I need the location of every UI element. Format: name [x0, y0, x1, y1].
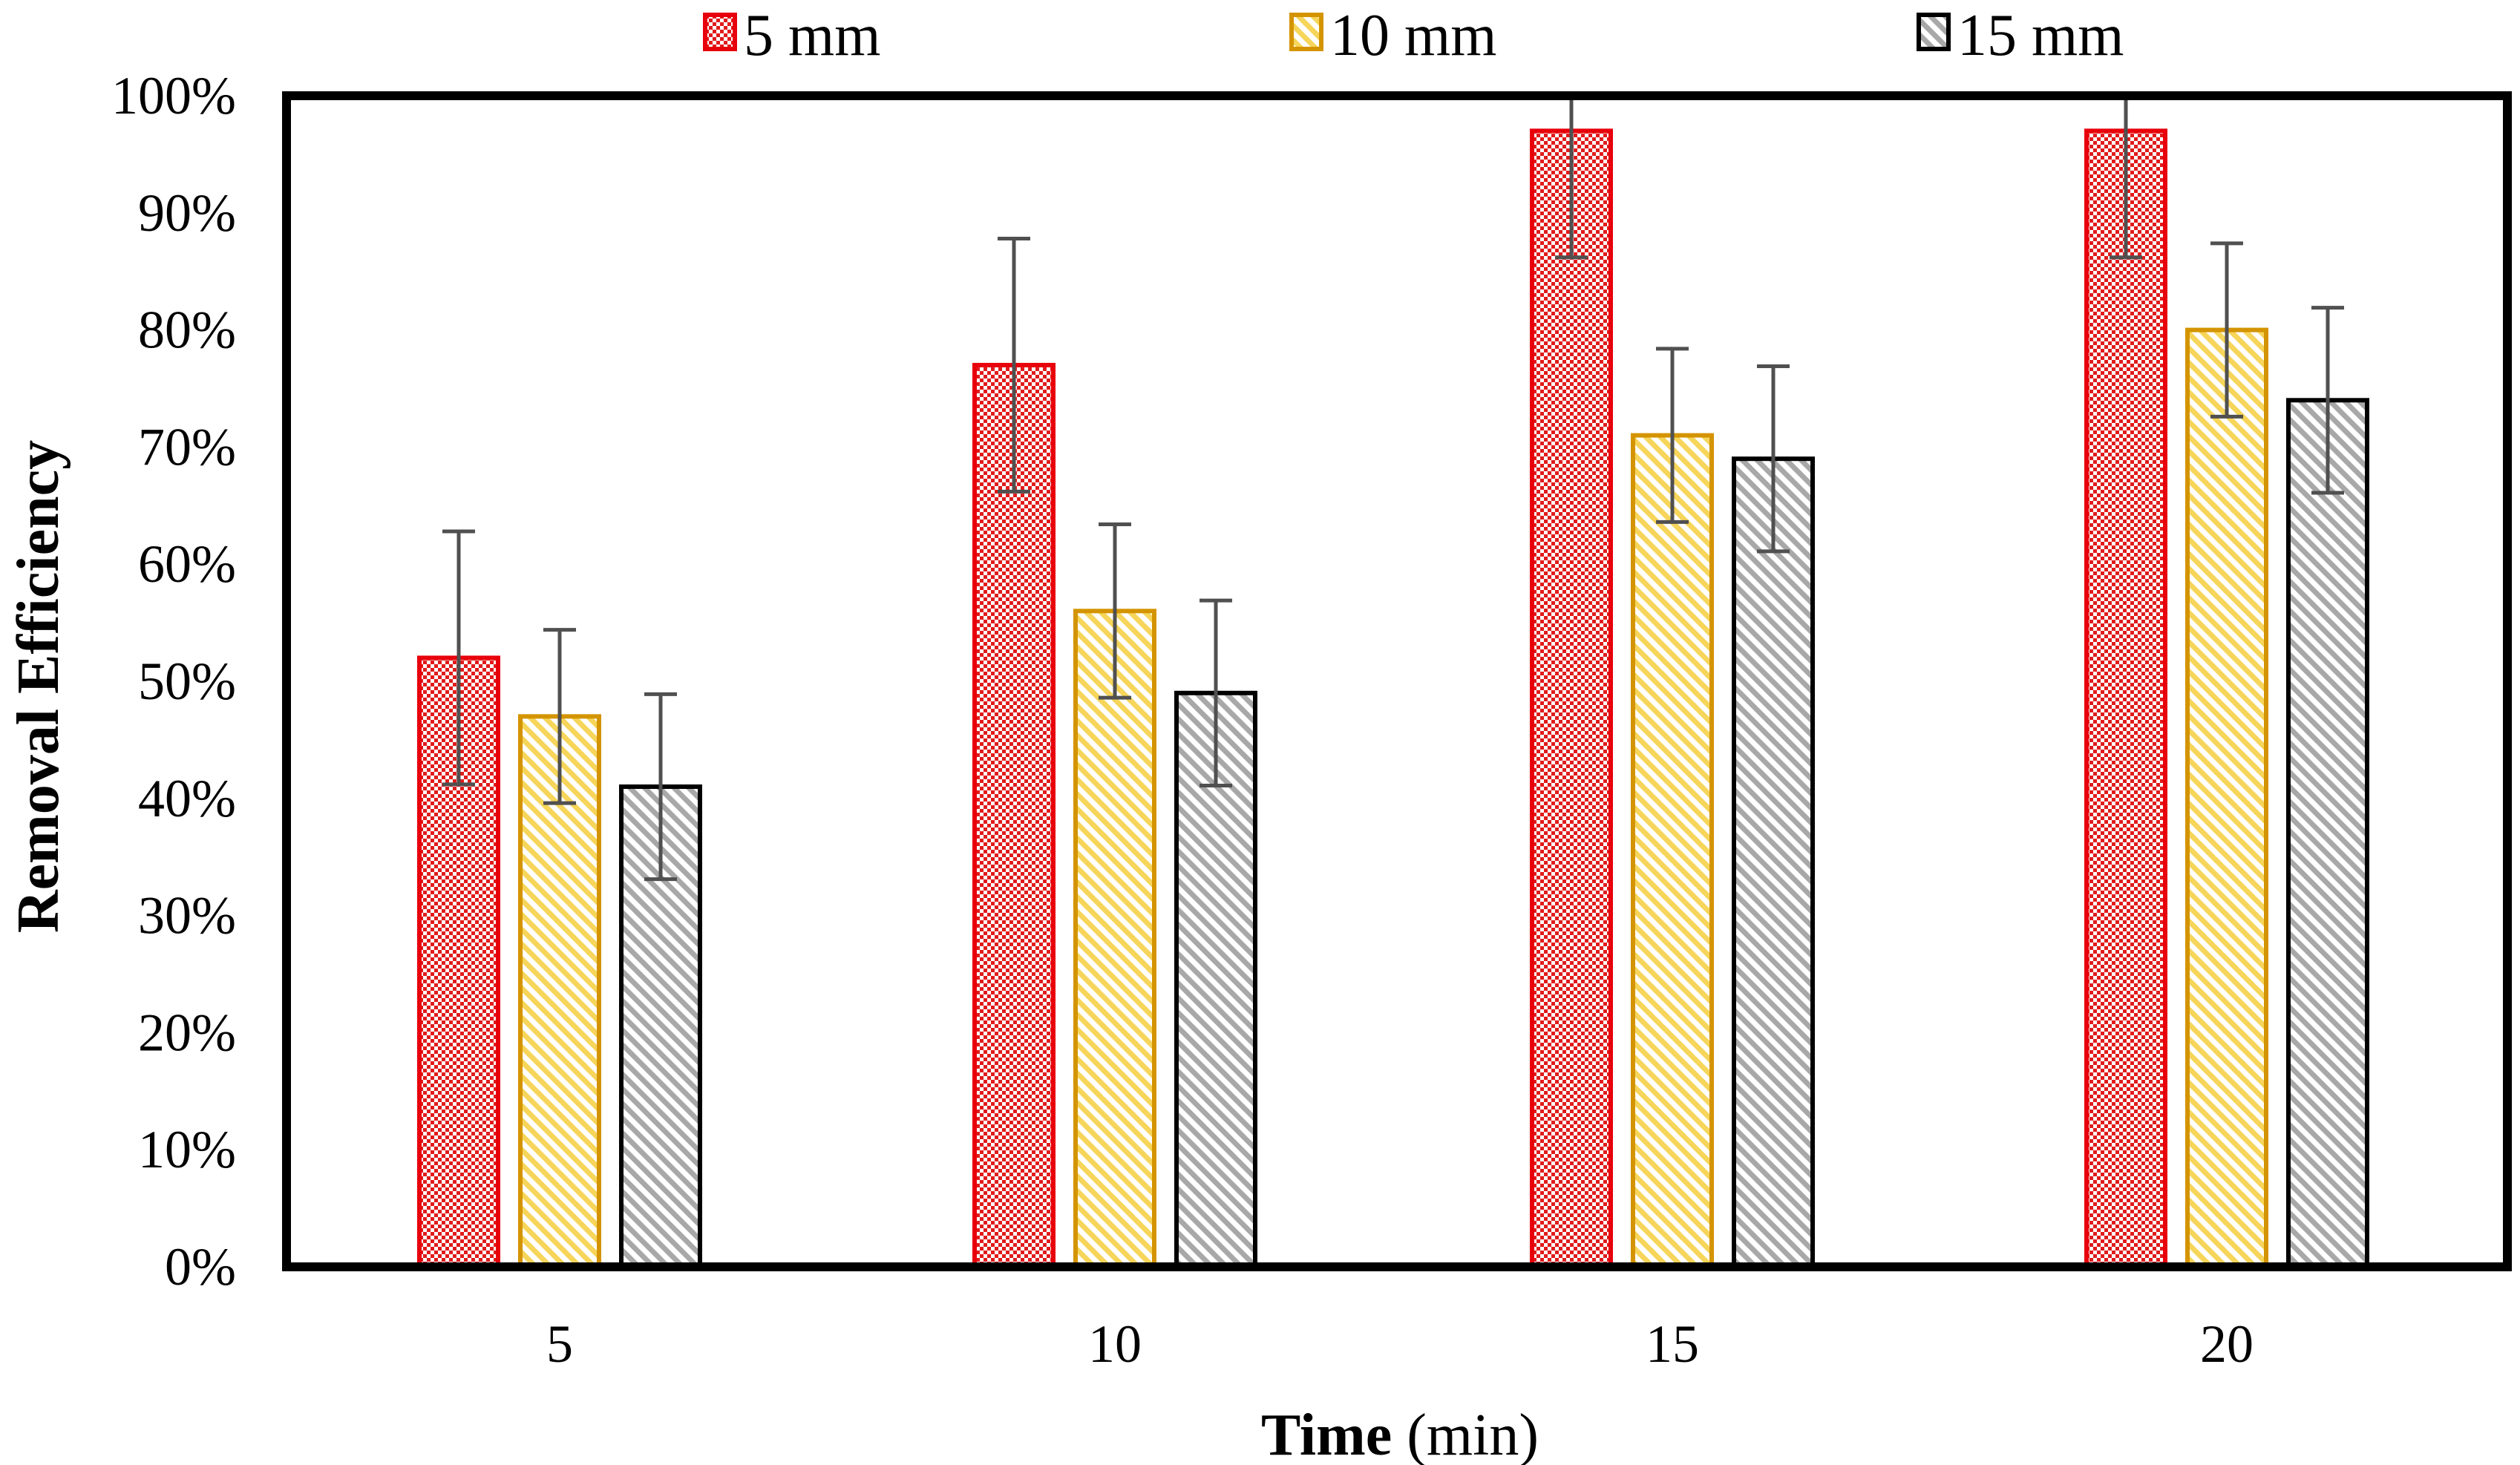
x-axis-ticks: 5 10 15 20: [546, 1314, 2254, 1374]
legend-label-5mm: 5 mm: [744, 3, 880, 68]
legend: 5 mm 10 mm 15 mm: [703, 3, 2124, 68]
legend-item-10mm: 10 mm: [1289, 3, 1496, 68]
error-bar-15mm-10: [1200, 598, 1232, 787]
y-tick-label: 0%: [165, 1237, 236, 1297]
y-tick-label: 70%: [138, 417, 236, 476]
y-tick-label: 30%: [138, 886, 236, 945]
bar-10mm-5: [518, 714, 601, 1269]
x-tick-label: 10: [1088, 1314, 1142, 1374]
legend-swatch-5mm: [703, 13, 737, 51]
error-bar-5mm-10: [998, 237, 1030, 494]
legend-label-15mm: 15 mm: [1957, 3, 2124, 68]
x-axis-title: Time (min): [1261, 1403, 1539, 1465]
bar-10mm-20: [2185, 327, 2268, 1270]
y-axis-ticks: 0% 10% 20% 30% 40% 50% 60% 70% 80% 90% 100%: [111, 66, 236, 1297]
x-axis-title-unit: (min): [1407, 1403, 1539, 1465]
legend-item-5mm: 5 mm: [703, 3, 880, 68]
legend-label-10mm: 10 mm: [1330, 3, 1496, 68]
x-tick-label: 20: [2200, 1314, 2254, 1374]
error-bar-5mm-5: [442, 529, 475, 787]
bar-5mm-20: [2084, 128, 2167, 1270]
x-axis-title-main: Time: [1261, 1403, 1392, 1465]
y-tick-label: 100%: [111, 66, 236, 125]
bar-15mm-15: [1732, 456, 1815, 1269]
legend-swatch-10mm: [1289, 13, 1323, 51]
error-bar-10mm-20: [2210, 241, 2243, 419]
legend-swatch-15mm: [1917, 13, 1951, 51]
y-tick-label: 80%: [138, 301, 236, 360]
y-tick-label: 60%: [138, 534, 236, 594]
bar-10mm-10: [1073, 609, 1156, 1269]
x-tick-label: 15: [1646, 1314, 1699, 1374]
error-bar-5mm-15: [1555, 96, 1588, 260]
y-tick-label: 90%: [138, 183, 236, 243]
y-tick-label: 10%: [138, 1120, 236, 1179]
y-tick-label: 40%: [138, 769, 236, 828]
bar-10mm-15: [1631, 433, 1714, 1269]
plot-frame: [282, 91, 2512, 1271]
error-bar-10mm-5: [543, 628, 576, 805]
y-tick-label: 50%: [138, 652, 236, 711]
error-bar-10mm-15: [1656, 347, 1689, 524]
y-tick-label: 20%: [138, 1003, 236, 1062]
error-bar-10mm-10: [1099, 522, 1131, 700]
legend-item-15mm: 15 mm: [1917, 3, 2124, 68]
bar-15mm-10: [1174, 690, 1257, 1269]
x-tick-label: 5: [546, 1314, 573, 1374]
error-bar-15mm-15: [1757, 364, 1790, 554]
bar-15mm-20: [2286, 398, 2369, 1269]
bar-5mm-10: [972, 362, 1056, 1270]
bars: [417, 128, 2369, 1270]
error-bar-5mm-20: [2110, 96, 2142, 260]
bar-5mm-15: [1530, 128, 1613, 1270]
y-axis-title: Removal Efficiency: [6, 440, 71, 933]
error-bars: [442, 96, 2344, 882]
error-bar-15mm-20: [2311, 306, 2344, 495]
error-bar-15mm-5: [644, 692, 677, 882]
